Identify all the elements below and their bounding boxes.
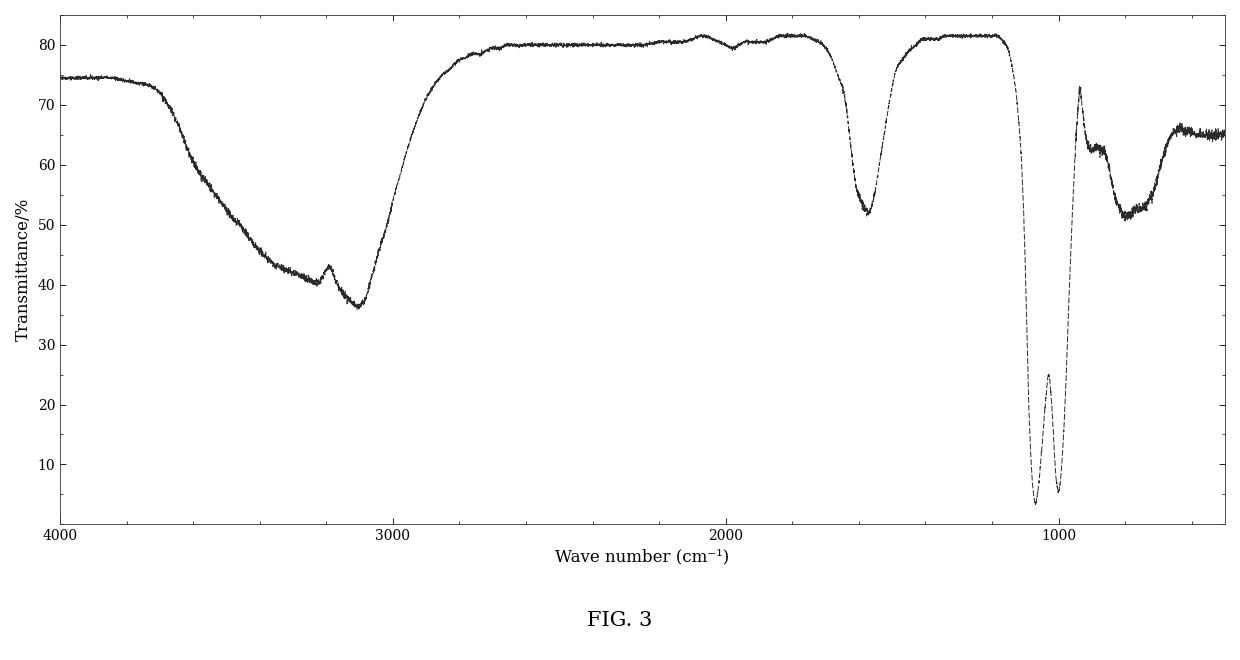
Text: FIG. 3: FIG. 3 [588,611,652,630]
X-axis label: Wave number (cm⁻¹): Wave number (cm⁻¹) [556,549,729,566]
Y-axis label: Transmittance/%: Transmittance/% [15,198,32,341]
